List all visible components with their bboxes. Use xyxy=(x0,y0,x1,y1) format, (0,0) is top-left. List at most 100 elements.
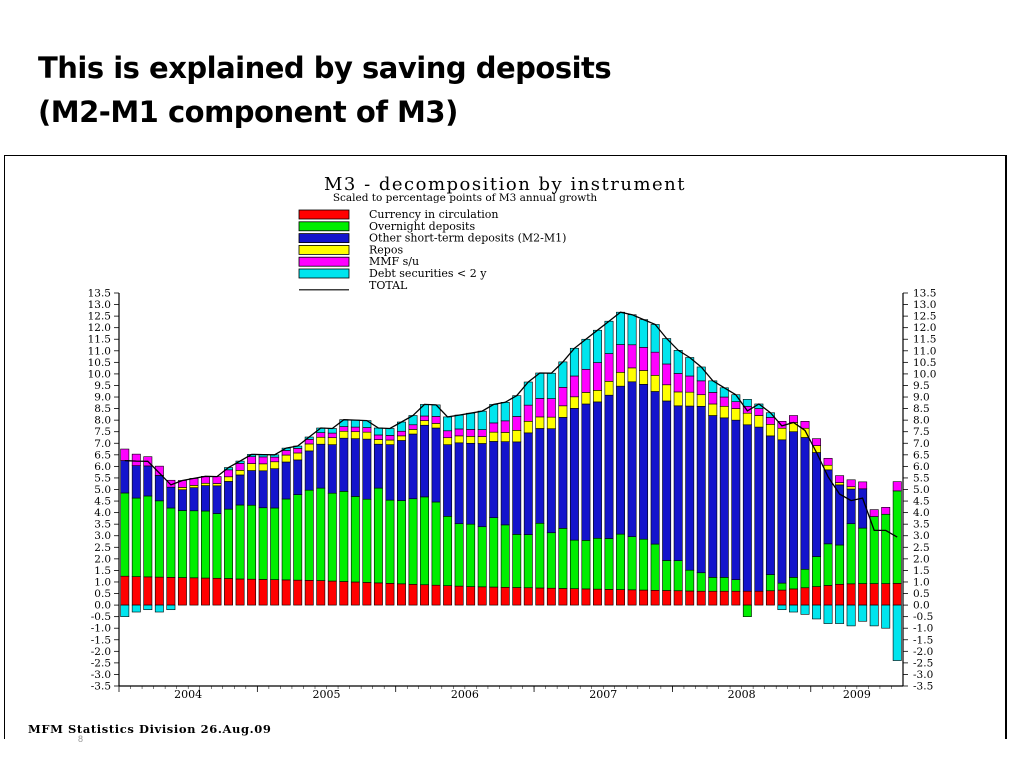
bar-currency xyxy=(258,579,268,606)
bar-overnight xyxy=(627,536,637,591)
bar-other_short xyxy=(662,400,672,561)
y-tick-label-left: 5.5 xyxy=(94,472,111,484)
bar-other_short xyxy=(708,415,718,578)
bar-overnight xyxy=(581,540,591,590)
y-tick-label-left: 1.5 xyxy=(94,565,111,577)
bar-other_short xyxy=(581,403,591,541)
chart-subtitle: Scaled to percentage points of M3 annual… xyxy=(333,192,598,204)
y-tick-label-right: -1.5 xyxy=(913,634,933,646)
y-tick-label-left: 12.0 xyxy=(88,322,111,334)
bar-mmf xyxy=(535,398,545,418)
bar-debt xyxy=(616,311,625,345)
bar-currency xyxy=(350,581,360,606)
bar-mmf xyxy=(466,429,476,437)
bar-currency xyxy=(489,586,499,606)
bar-other_short xyxy=(224,481,233,510)
bar-mmf xyxy=(373,434,383,440)
y-tick-label-left: -1.5 xyxy=(91,634,111,646)
bar-currency xyxy=(512,587,522,606)
bar-debt xyxy=(558,361,568,388)
y-tick-label-left: 12.5 xyxy=(88,311,111,323)
bar-repos xyxy=(304,443,314,452)
bar-mmf xyxy=(212,476,222,484)
bar-overnight xyxy=(639,538,649,591)
bar-other_short xyxy=(316,443,326,489)
bar-overnight xyxy=(881,513,891,584)
y-tick-label-left: -1.0 xyxy=(91,623,111,635)
bar-repos xyxy=(546,416,556,430)
bar-currency xyxy=(201,577,210,606)
bar-repos xyxy=(639,370,649,385)
bar-other_short xyxy=(258,470,268,509)
bar-overnight xyxy=(397,500,406,585)
bar-repos xyxy=(258,463,268,472)
bar-repos xyxy=(650,375,660,392)
bar-mmf xyxy=(281,450,291,456)
bar-currency xyxy=(443,585,453,606)
y-tick-label-left: 9.5 xyxy=(94,380,111,392)
bar-currency xyxy=(858,583,868,606)
bar-other_short xyxy=(535,428,545,524)
bar-currency xyxy=(154,576,164,606)
y-tick-label-right: 11.0 xyxy=(913,345,936,357)
bar-currency xyxy=(754,590,764,606)
bar-overnight xyxy=(800,568,810,589)
chart-title: M3 - decomposition by instrument xyxy=(324,174,686,195)
y-tick-label-right: -0.5 xyxy=(913,611,933,623)
legend-swatch xyxy=(298,245,350,255)
bar-mmf xyxy=(581,368,591,393)
bar-debt xyxy=(546,372,556,399)
bar-mmf xyxy=(350,426,360,432)
bar-other_short xyxy=(454,442,464,525)
y-tick-label-left: -3.5 xyxy=(91,681,111,693)
bar-debt xyxy=(120,604,130,617)
bar-overnight xyxy=(131,497,141,577)
bar-currency xyxy=(293,579,303,606)
bar-overnight xyxy=(247,504,257,580)
bar-other_short xyxy=(489,441,499,519)
bar-mmf xyxy=(835,475,845,483)
bar-mmf xyxy=(420,415,429,421)
y-tick-label-left: -0.5 xyxy=(91,611,111,623)
bar-currency xyxy=(535,587,545,606)
bar-repos xyxy=(420,420,429,426)
bar-debt xyxy=(454,414,464,430)
bar-mmf xyxy=(546,398,556,418)
y-tick-label-right: 12.0 xyxy=(913,322,936,334)
bar-other_short xyxy=(385,444,395,501)
bar-repos xyxy=(581,392,591,405)
bar-overnight xyxy=(869,516,879,584)
bar-currency xyxy=(408,583,418,606)
bar-overnight xyxy=(258,507,268,580)
bar-other_short xyxy=(593,401,602,539)
bar-overnight xyxy=(420,496,429,586)
bar-repos xyxy=(212,483,222,487)
y-tick-label-right: 4.0 xyxy=(913,507,930,519)
bar-currency xyxy=(765,590,775,606)
x-tick-label: 2006 xyxy=(451,688,479,701)
y-tick-label-left: 8.0 xyxy=(94,415,111,427)
bar-overnight xyxy=(431,501,441,586)
y-tick-label-left: 3.0 xyxy=(94,530,111,542)
bar-other_short xyxy=(616,385,625,535)
legend-swatch xyxy=(298,268,350,279)
y-tick-label-left: 5.0 xyxy=(94,484,111,496)
bar-other_short xyxy=(765,435,775,575)
bar-currency xyxy=(224,578,233,606)
bar-overnight xyxy=(443,516,453,586)
bar-other_short xyxy=(719,417,729,578)
y-tick-label-right: 6.5 xyxy=(913,449,930,461)
bar-overnight xyxy=(673,560,683,592)
bar-other_short xyxy=(420,424,429,498)
bar-mmf xyxy=(569,375,579,398)
bar-overnight xyxy=(304,489,314,581)
bar-other_short xyxy=(523,432,533,535)
bar-overnight xyxy=(373,487,383,584)
bar-currency xyxy=(466,586,476,606)
bar-repos xyxy=(754,415,764,428)
bar-repos xyxy=(177,487,187,491)
bar-overnight xyxy=(120,492,130,577)
bar-other_short xyxy=(270,468,280,509)
bar-overnight xyxy=(224,508,233,579)
bar-other_short xyxy=(639,384,649,540)
